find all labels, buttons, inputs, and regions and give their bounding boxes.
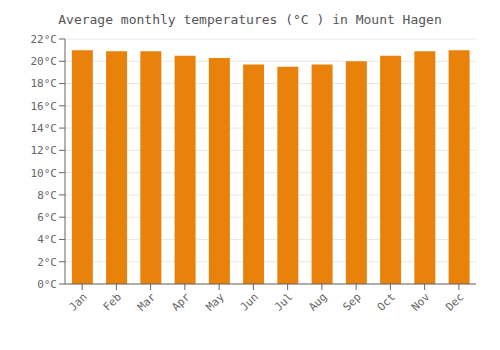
svg-text:Aug: Aug: [306, 290, 329, 313]
svg-text:Dec: Dec: [443, 290, 466, 313]
svg-text:14°C: 14°C: [31, 122, 58, 135]
svg-text:Apr: Apr: [169, 290, 193, 314]
svg-text:12°C: 12°C: [31, 144, 58, 157]
svg-text:Sep: Sep: [341, 290, 364, 313]
svg-text:Feb: Feb: [101, 290, 124, 313]
svg-text:22°C: 22°C: [31, 33, 58, 46]
svg-text:Jan: Jan: [67, 290, 90, 313]
html-text:Average monthly temperatures (: Average monthly temperatures (°C ) in Mo…: [58, 12, 442, 27]
svg-text:16°C: 16°C: [31, 100, 58, 113]
svg-text:18°C: 18°C: [31, 77, 58, 90]
svg-text:4°C: 4°C: [37, 233, 57, 246]
svg-text:6°C: 6°C: [37, 211, 57, 224]
svg-text:Jul: Jul: [272, 290, 295, 313]
svg-text:Mar: Mar: [135, 290, 159, 314]
svg-text:Oct: Oct: [375, 290, 398, 313]
svg-text:2°C: 2°C: [37, 256, 57, 269]
svg-text:8°C: 8°C: [37, 189, 57, 202]
svg-text:10°C: 10°C: [31, 167, 58, 180]
svg-text:0°C: 0°C: [37, 278, 57, 291]
svg-text:Nov: Nov: [409, 290, 433, 314]
svg-text:Jun: Jun: [238, 290, 261, 313]
svg-text:May: May: [204, 290, 228, 314]
svg-text:20°C: 20°C: [31, 55, 58, 68]
